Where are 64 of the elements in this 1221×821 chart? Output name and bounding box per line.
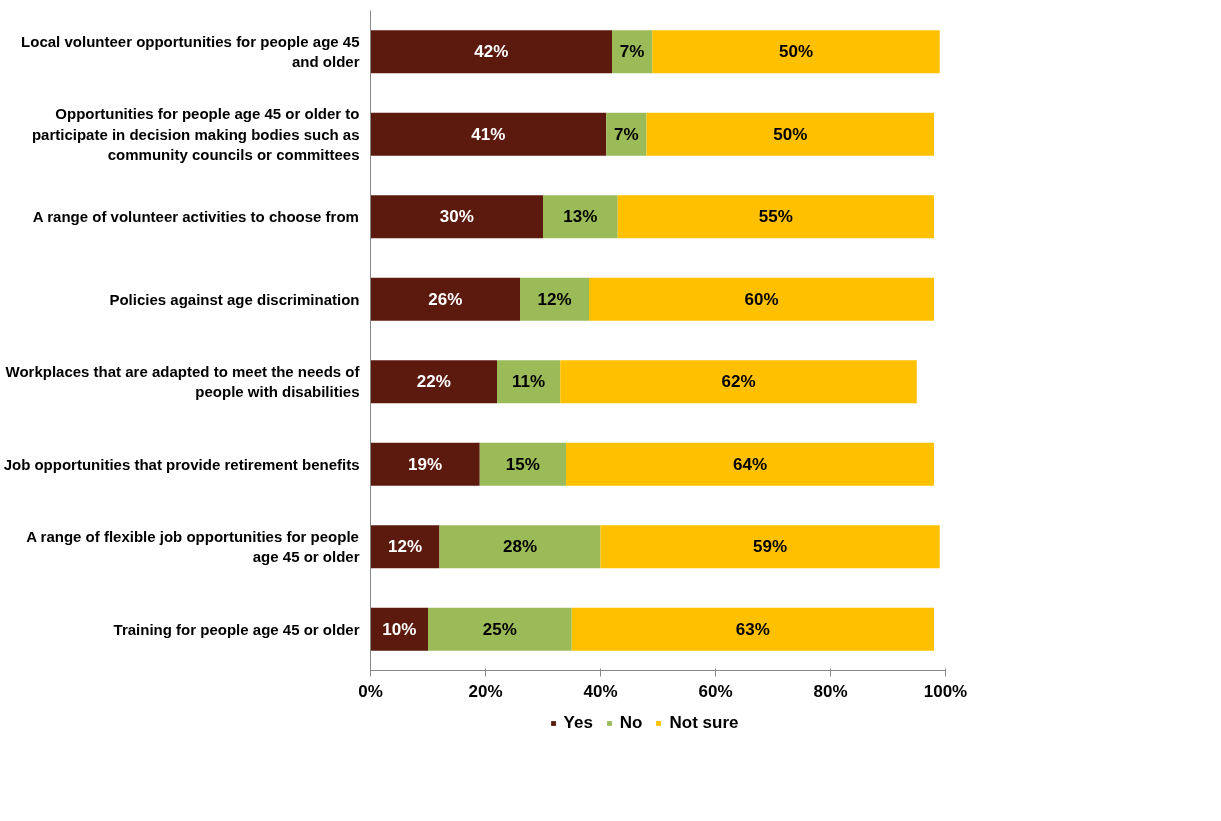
bar	[370, 442, 480, 486]
bar	[479, 442, 566, 486]
bar	[560, 360, 917, 404]
bar	[370, 360, 497, 404]
data-label: 15%	[505, 454, 540, 474]
legend-label: Not sure	[669, 713, 739, 733]
data-label: 60%	[744, 289, 779, 309]
bar	[571, 607, 934, 651]
data-label: 55%	[758, 207, 793, 227]
y-tick-label: Opportunities for people age 45 or older to participate in decision making bodies such as community councils or committees	[31, 105, 360, 164]
bar	[646, 112, 934, 156]
bar	[370, 195, 543, 239]
data-label: 64%	[732, 454, 768, 474]
data-label: 13%	[563, 207, 598, 227]
x-tick-label: 60%	[698, 681, 733, 701]
y-tick-label: A range of volunteer activities to choose from	[32, 208, 359, 226]
legend-label: Yes	[563, 713, 593, 733]
bar	[439, 525, 601, 569]
bar	[589, 277, 934, 321]
data-label: 12%	[537, 289, 572, 309]
data-label: 50%	[778, 42, 814, 62]
bar	[428, 607, 572, 651]
bar	[566, 442, 934, 486]
data-label: 26%	[428, 289, 463, 309]
data-label: 42%	[474, 42, 509, 62]
data-label: 41%	[471, 124, 506, 144]
data-label: 50%	[773, 124, 808, 144]
y-tick-label: Policies against age discrimination	[109, 290, 360, 308]
data-label: 59%	[753, 537, 788, 557]
bar	[612, 30, 653, 74]
bar	[652, 30, 940, 74]
x-tick-label: 40%	[583, 681, 618, 701]
data-label: 30%	[439, 207, 474, 227]
x-tick-label: 100%	[923, 681, 968, 701]
data-label: 22%	[416, 372, 451, 392]
bar	[497, 360, 561, 404]
y-tick-label: Training for people age 45 or older	[113, 620, 360, 638]
bar	[520, 277, 589, 321]
bar	[370, 30, 612, 74]
data-label: 7%	[614, 124, 639, 144]
data-label: 10%	[382, 619, 417, 639]
bar	[600, 525, 940, 569]
bar	[617, 195, 934, 239]
data-label: 7%	[619, 42, 645, 62]
x-tick-label: 0%	[358, 681, 383, 701]
data-label: 12%	[387, 537, 423, 557]
legend-label: No	[619, 713, 643, 733]
bar	[606, 112, 647, 156]
x-tick-label: 20%	[468, 681, 503, 701]
bar	[370, 277, 520, 321]
data-label: 63%	[735, 619, 770, 639]
y-tick-label: Local volunteer opportunities for people age 45 and older	[21, 33, 360, 71]
bar	[543, 195, 618, 239]
data-label: 19%	[408, 454, 443, 474]
bar	[370, 525, 440, 569]
y-tick-label: Job opportunities that provide retirement benefits	[3, 455, 360, 473]
data-label: 28%	[502, 537, 538, 557]
bar	[370, 112, 607, 156]
data-label: 62%	[721, 372, 756, 392]
data-label: 25%	[482, 619, 517, 639]
y-tick-label: A range of flexible job opportunities for people age 45 or older	[26, 528, 360, 566]
data-label: 11%	[512, 372, 546, 392]
y-tick-label: Workplaces that are adapted to meet the needs of people with disabilities	[5, 363, 361, 401]
x-tick-label: 80%	[813, 681, 848, 701]
